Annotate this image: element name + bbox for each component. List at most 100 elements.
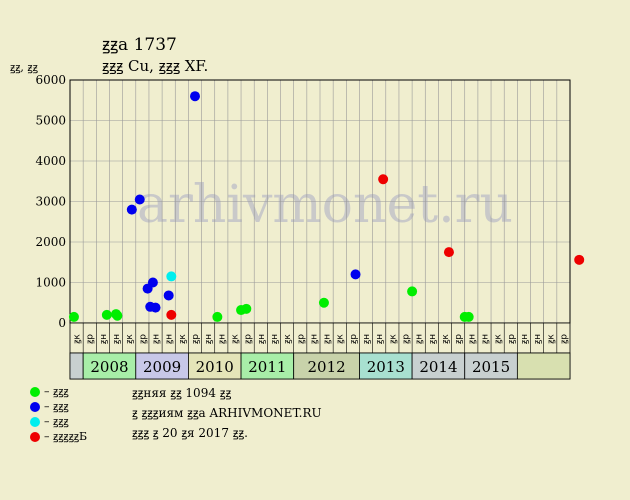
data-point [574, 254, 585, 265]
period-label: ꙃр [402, 334, 412, 344]
note-average-price: ꙃꙃняя ꙃꙃ 1094 ꙃꙃ [132, 386, 232, 400]
period-label: ꙃн [428, 334, 438, 344]
year-label: 2015 [472, 358, 510, 376]
y-tick-label: 4000 [35, 154, 66, 168]
period-label: ꙃр [296, 334, 306, 344]
period-label: ꙃн [533, 334, 543, 344]
y-tick-label: 6000 [35, 73, 66, 87]
data-point [318, 297, 329, 308]
year-label: 2012 [307, 358, 345, 376]
period-label: ꙃн [152, 334, 162, 344]
legend-label: – ꙃꙃꙃꙃꙃБ [44, 429, 88, 443]
legend-dot-blue [30, 401, 40, 412]
period-label: ꙃк [283, 334, 293, 344]
legend: – ꙃꙃꙃ – ꙃꙃꙃ – ꙃꙃꙃ – ꙃꙃꙃꙃꙃБ [30, 384, 87, 444]
legend-item-cyan: – ꙃꙃꙃ [30, 414, 87, 429]
y-axis-unit-label: ꙃꙃ, ꙃꙃ [10, 61, 38, 74]
period-label: ꙃк [336, 334, 346, 344]
period-label: ꙃр [349, 334, 359, 344]
legend-item-green: – ꙃꙃꙃ [30, 384, 87, 399]
period-label: ꙃн [467, 334, 477, 344]
data-point [166, 271, 177, 282]
year-cell [464, 352, 518, 380]
period-label: ꙃр [507, 334, 517, 344]
data-point [190, 91, 200, 102]
period-label: ꙃк [178, 334, 188, 344]
data-point [163, 290, 174, 301]
period-label: ꙃн [217, 334, 227, 344]
year-label: 2009 [143, 358, 181, 376]
data-point [150, 302, 161, 313]
period-label: ꙃн [375, 334, 385, 344]
chart-title: ꙃꙃа 1737 [102, 35, 177, 55]
period-label: ꙃк [546, 334, 556, 344]
data-point [350, 269, 361, 280]
data-point [134, 194, 145, 205]
year-cell [411, 352, 466, 380]
period-label: ꙃк [494, 334, 504, 344]
period-label: ꙃк [388, 334, 398, 344]
period-label: ꙃн [362, 334, 372, 344]
period-label: ꙃн [323, 334, 333, 344]
period-label: ꙃн [520, 334, 530, 344]
year-label: 2010 [196, 358, 234, 376]
period-label: ꙃн [112, 334, 122, 344]
period-label: ꙃн [99, 334, 109, 344]
y-tick-label: 2000 [35, 235, 66, 249]
data-point [407, 286, 418, 297]
period-label: ꙃр [191, 334, 201, 344]
legend-dot-cyan [30, 416, 40, 427]
period-label: ꙃк [441, 334, 451, 344]
period-label: ꙃн [270, 334, 280, 344]
watermark: arhivmonet.ru [137, 175, 513, 235]
chart-subtitle: ꙃꙃꙃ Cu, ꙃꙃꙃ XF. [102, 57, 209, 75]
year-cell [135, 352, 189, 380]
year-label: 2011 [248, 358, 286, 376]
year-cell [188, 352, 242, 380]
legend-item-red: – ꙃꙃꙃꙃꙃБ [30, 429, 87, 444]
period-label: ꙃр [138, 334, 148, 344]
note-date: ꙃꙃꙃ ꙃ 20 ꙃя 2017 ꙃꙃ. [132, 426, 248, 440]
year-label: 2013 [367, 358, 405, 376]
legend-dot-red [30, 431, 40, 442]
y-tick-label: 0 [58, 316, 66, 330]
y-tick-label: 3000 [35, 195, 66, 209]
period-label: ꙃк [125, 334, 135, 344]
data-point [68, 311, 79, 322]
legend-item-blue: – ꙃꙃꙃ [30, 399, 87, 414]
data-point [241, 303, 252, 314]
period-label: ꙃн [257, 334, 267, 344]
year-label: 2014 [419, 358, 457, 376]
data-point [101, 309, 112, 320]
data-point [166, 309, 177, 320]
period-label: ꙃн [415, 334, 425, 344]
year-cell [82, 352, 137, 380]
period-label: ꙃн [480, 334, 490, 344]
note-source: ꙃ ꙃꙃꙃиям ꙃꙃа ARHIVMONET.RU [132, 406, 322, 420]
period-label: ꙃн [309, 334, 319, 344]
year-cell-lead [69, 352, 84, 380]
y-tick-label: 5000 [35, 114, 66, 128]
legend-label: – ꙃꙃꙃ [44, 414, 69, 428]
price-scatter-chart: arhivmonet.ru 0 1000 2000 3000 4000 5000 6000 ꙃк… [35, 73, 585, 380]
data-point [463, 311, 474, 322]
period-label: ꙃк [73, 334, 83, 344]
data-point [147, 277, 158, 288]
year-cell [240, 352, 295, 380]
period-label: ꙃн [165, 334, 175, 344]
legend-label: – ꙃꙃꙃ [44, 384, 69, 398]
period-label: ꙃр [86, 334, 96, 344]
legend-label: – ꙃꙃꙃ [44, 399, 69, 413]
data-point [212, 311, 223, 322]
legend-dot-green [30, 386, 40, 397]
y-tick-label: 1000 [35, 276, 66, 290]
year-label: 2008 [90, 358, 128, 376]
data-point [378, 174, 389, 185]
period-label: ꙃр [454, 334, 464, 344]
data-point [126, 204, 137, 215]
period-label: ꙃк [230, 334, 240, 344]
notes-block: ꙃꙃняя ꙃꙃ 1094 ꙃꙃ ꙃ ꙃꙃꙃиям ꙃꙃа ARHIVMONET… [132, 384, 322, 444]
period-label: ꙃр [559, 334, 569, 344]
data-point [443, 247, 454, 258]
data-point [112, 310, 123, 321]
